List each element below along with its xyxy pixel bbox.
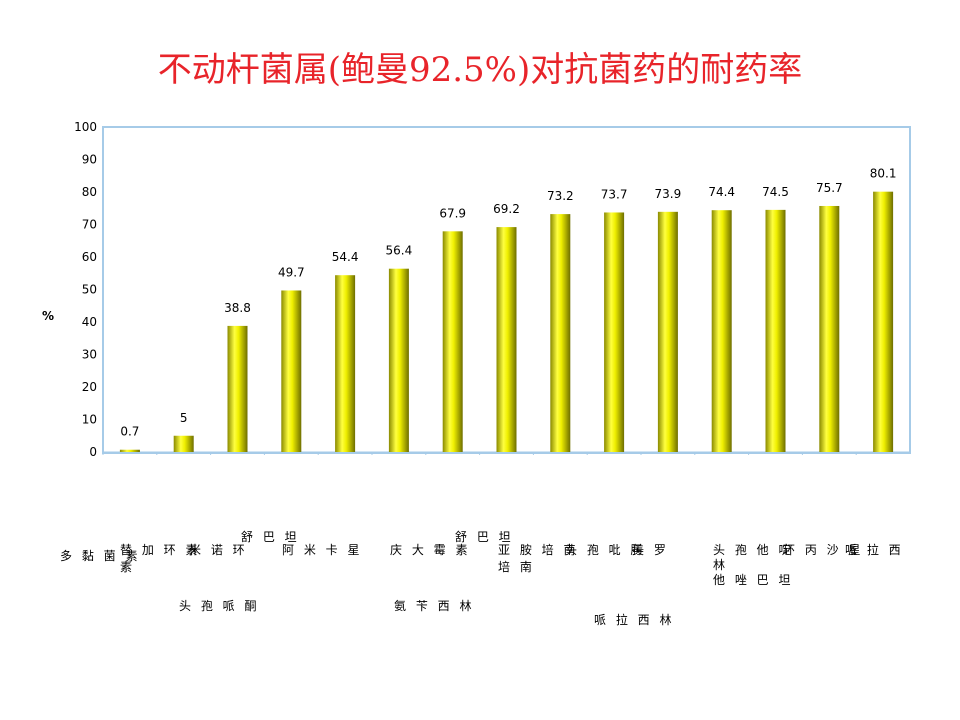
plot-area: [102, 126, 911, 454]
y-axis: 0 10 20 30 40 50 60 70 80 90 100: [74, 120, 97, 459]
y-tick-label: 30: [82, 348, 97, 362]
bar: [819, 205, 840, 452]
data-label: 69.2: [493, 202, 520, 216]
bar: [765, 209, 786, 452]
bar: [711, 210, 732, 452]
bar: [442, 231, 463, 452]
category-label: 米 诺 环: [189, 543, 248, 557]
data-label: 74.4: [708, 185, 735, 199]
data-label: 49.7: [278, 265, 305, 279]
bar: [657, 211, 678, 452]
category-label: 哌 拉 西 林: [594, 613, 675, 627]
y-tick-label: 20: [82, 380, 97, 394]
data-label: 75.7: [816, 181, 843, 195]
category-label: 舒 巴 坦: [241, 530, 300, 544]
category-label: 他 唑 巴 坦: [713, 573, 794, 587]
y-axis-label: %: [42, 309, 54, 323]
y-tick-label: 50: [82, 283, 97, 297]
category-label: 环 丙 沙 星: [783, 543, 864, 557]
bar: [173, 435, 194, 452]
bar: [119, 449, 140, 452]
y-tick-label: 80: [82, 185, 97, 199]
data-label: 54.4: [332, 250, 359, 264]
category-label: 阿 米 卡 星: [282, 543, 363, 557]
category-label: 头 孢 吡 肟: [565, 543, 646, 557]
y-tick-label: 10: [82, 413, 97, 427]
data-label: 38.8: [224, 301, 251, 315]
y-tick-label: 90: [82, 153, 97, 167]
category-label: 亚 胺 培 南: [498, 543, 579, 557]
data-label: 73.2: [547, 189, 574, 203]
category-label: 头 孢 他 啶: [713, 543, 794, 557]
data-label: 56.4: [386, 244, 413, 258]
data-label: 0.7: [120, 425, 139, 439]
data-label: 5: [180, 411, 188, 425]
data-label: 73.9: [655, 187, 682, 201]
data-label: 74.5: [762, 185, 789, 199]
y-tick-label: 40: [82, 315, 97, 329]
bar: [335, 275, 356, 452]
category-label: 多 黏 菌 素: [60, 549, 141, 563]
y-tick-label: 0: [89, 445, 97, 459]
data-label: 73.7: [601, 187, 628, 201]
category-label: 哌 拉 西: [845, 543, 904, 557]
bar: [873, 191, 894, 453]
bar: [604, 212, 625, 452]
category-label: 素: [120, 560, 136, 574]
bar: [496, 227, 517, 452]
bar: [388, 268, 409, 452]
bar: [227, 325, 248, 452]
category-label: 舒 巴 坦: [455, 530, 514, 544]
category-label: 庆 大 霉 素: [390, 543, 471, 557]
bar: [281, 290, 302, 452]
category-label: 林: [713, 558, 729, 572]
category-label: 氨 苄 西 林: [394, 599, 475, 613]
data-label: 80.1: [870, 167, 897, 181]
category-label: 培 南: [498, 560, 535, 574]
category-label: 美 罗: [632, 543, 669, 557]
y-tick-label: 60: [82, 250, 97, 264]
category-label: 替 加 环 素: [120, 543, 201, 557]
data-label: 67.9: [439, 206, 466, 220]
category-label: 头 孢 哌 酮: [179, 599, 260, 613]
data-labels: 0.7 5 38.8 49.7 54.4 56.4 67.9 69.2 73.2 73.7 73.9…: [120, 167, 896, 439]
y-tick-label: 70: [82, 218, 97, 232]
y-tick-label: 100: [74, 120, 97, 134]
bar: [550, 214, 571, 452]
chart-title: 不动杆菌属(鲍曼92.5%)对抗菌药的耐药率: [157, 50, 803, 90]
bar-series: [102, 191, 910, 455]
